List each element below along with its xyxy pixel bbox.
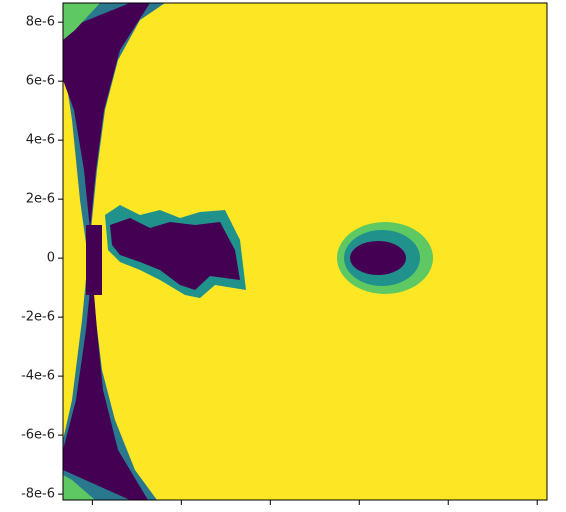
- y-tick-label: 8e-6: [26, 15, 55, 30]
- y-tick-label: 4e-6: [26, 133, 55, 148]
- plot-frame: [62, 2, 548, 501]
- heatmap-image: [63, 3, 547, 500]
- y-tick-label: -8e-6: [21, 487, 55, 502]
- y-tick-label: -2e-6: [21, 310, 55, 325]
- y-tick-label: 0: [47, 251, 55, 266]
- y-tick-label: 6e-6: [26, 74, 55, 89]
- y-tick-label: 2e-6: [26, 192, 55, 207]
- y-tick-label: -6e-6: [21, 428, 55, 443]
- y-tick-label: -4e-6: [21, 369, 55, 384]
